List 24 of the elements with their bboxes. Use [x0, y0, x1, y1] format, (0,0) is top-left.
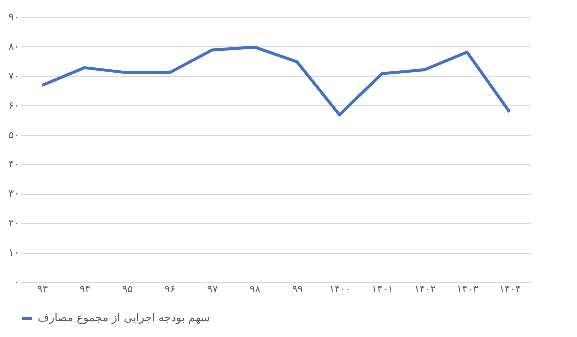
y-tick-label: ۳۰ [8, 189, 20, 200]
y-tick-label: ۴۰ [8, 160, 20, 171]
x-tick-label: ۹۹ [292, 284, 304, 296]
x-tick-label: ۹۸ [250, 284, 262, 296]
y-tick-label: ۸۰ [8, 42, 20, 53]
x-tick-label: ۹۶ [164, 284, 176, 296]
x-tick-label: ۹۷ [207, 284, 219, 296]
y-tick-label: ۱۰ [8, 248, 20, 260]
x-tick-label: ۱۴۰۳ [457, 284, 480, 296]
legend-label: سهم بودجه اجرایی از مجموع مصارف [38, 312, 210, 324]
y-tick-label: ۹۰ [8, 12, 20, 24]
y-tick-label: ۰ [14, 278, 20, 288]
y-tick-label: ۷۰ [8, 71, 20, 82]
x-tick-label: ۱۴۰۱ [372, 284, 394, 296]
x-tick-label: ۹۳ [37, 284, 49, 296]
y-tick-label: ۵۰ [8, 130, 20, 142]
x-tick-label: ۹۵ [122, 284, 134, 296]
line-series [40, 46, 512, 117]
x-tick-label: ۱۴۰۴ [500, 284, 521, 296]
x-tick-label: ۱۴۰۲ [414, 284, 436, 296]
y-tick-label: ۶۰ [8, 100, 20, 112]
y-tick-label: ۲۰ [8, 218, 20, 230]
x-tick-label: ۱۴۰۰ [330, 284, 351, 296]
x-tick-label: ۹۴ [80, 284, 91, 296]
